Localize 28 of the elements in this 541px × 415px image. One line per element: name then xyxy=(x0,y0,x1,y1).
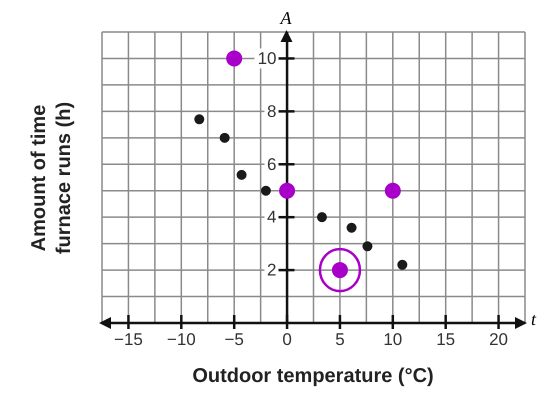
y-tick-label: 6 xyxy=(267,154,276,174)
text: t xyxy=(531,309,536,330)
point xyxy=(346,222,357,233)
x-tick-label: 5 xyxy=(335,330,345,349)
point xyxy=(236,170,247,180)
x-tick-label: −10 xyxy=(166,330,196,349)
y-axis-title: Amount of time furnace runs (h) xyxy=(27,100,76,256)
x-tick-label: −15 xyxy=(114,330,143,349)
point xyxy=(220,132,230,143)
point xyxy=(362,241,372,252)
x-tick-label: 0 xyxy=(282,330,292,349)
point xyxy=(397,260,408,270)
y-tick-label: 4 xyxy=(267,208,276,227)
x-axis-title: Outdoor temperature (°C) xyxy=(191,365,435,388)
y-tick-label: 10 xyxy=(258,48,276,68)
y-tick-label: 2 xyxy=(267,260,276,280)
x-tick-label: −5 xyxy=(224,330,244,349)
x-tick-label: 15 xyxy=(436,330,456,349)
x-tick-label: 10 xyxy=(383,330,402,349)
point xyxy=(279,182,296,199)
x-tick-label: 20 xyxy=(489,330,508,349)
point xyxy=(194,114,204,124)
y-tick-label: 8 xyxy=(267,102,276,121)
point xyxy=(260,186,271,196)
point xyxy=(384,182,401,199)
point xyxy=(316,212,327,222)
text: A xyxy=(280,8,292,29)
point xyxy=(226,50,242,66)
